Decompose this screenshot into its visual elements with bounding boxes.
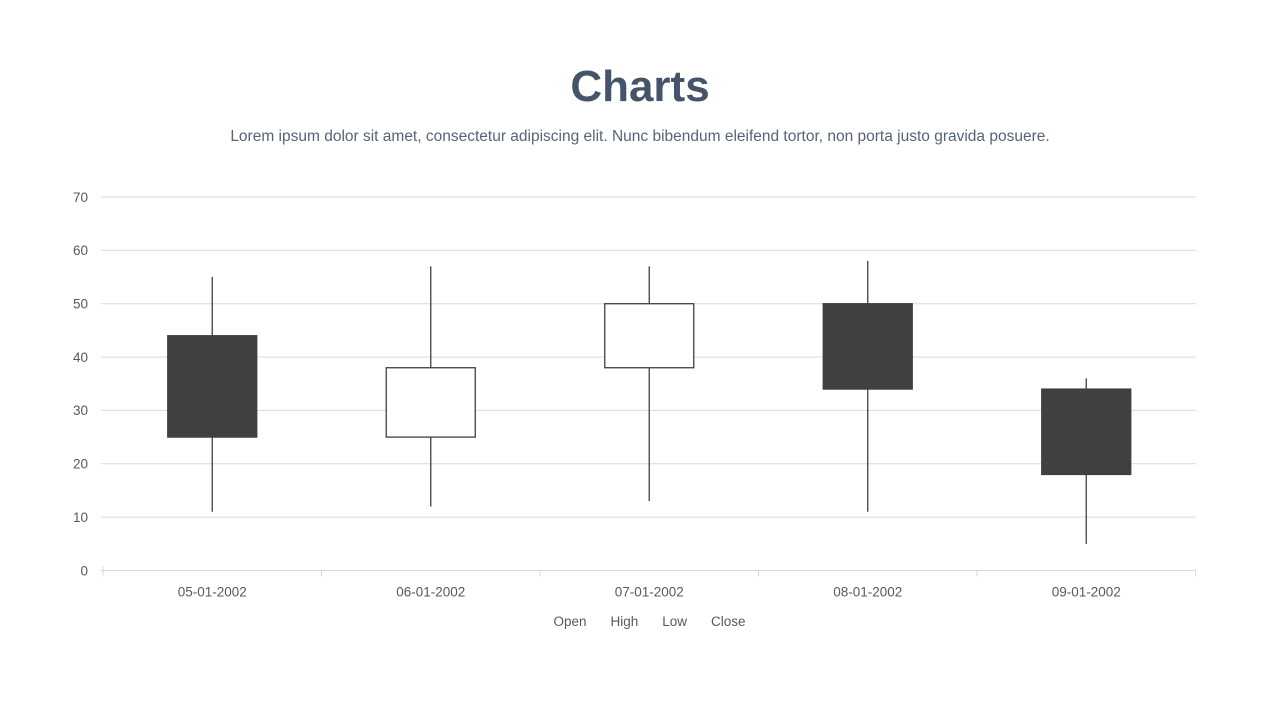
legend-item-close: Close	[711, 614, 746, 629]
candle-body	[167, 335, 258, 438]
legend-item-open: Open	[553, 614, 587, 629]
x-axis-label: 09-01-2002	[1052, 585, 1121, 600]
y-axis-label: 30	[73, 403, 88, 418]
legend-item-high: High	[610, 614, 639, 629]
x-axis-label: 05-01-2002	[178, 585, 247, 600]
y-axis-label: 20	[73, 457, 88, 472]
y-axis-label: 10	[73, 510, 88, 525]
x-axis-label: 08-01-2002	[833, 585, 902, 600]
chart-legend: Open High Low Close	[103, 614, 1196, 629]
candle-body	[822, 303, 913, 390]
y-axis-label: 60	[73, 243, 88, 258]
candle-body	[604, 303, 695, 369]
y-axis-label: 0	[80, 563, 88, 578]
x-axis-label: 07-01-2002	[615, 585, 684, 600]
y-axis-label: 70	[73, 190, 88, 205]
candle-body	[385, 367, 476, 438]
chart-title: Charts	[570, 62, 710, 111]
y-axis-label: 40	[73, 350, 88, 365]
chart-subtitle: Lorem ipsum dolor sit amet, consectetur …	[230, 128, 1050, 145]
candle-body	[1041, 388, 1132, 476]
legend-item-low: Low	[662, 614, 688, 629]
x-axis-label: 06-01-2002	[396, 585, 465, 600]
y-axis-label: 50	[73, 297, 88, 312]
